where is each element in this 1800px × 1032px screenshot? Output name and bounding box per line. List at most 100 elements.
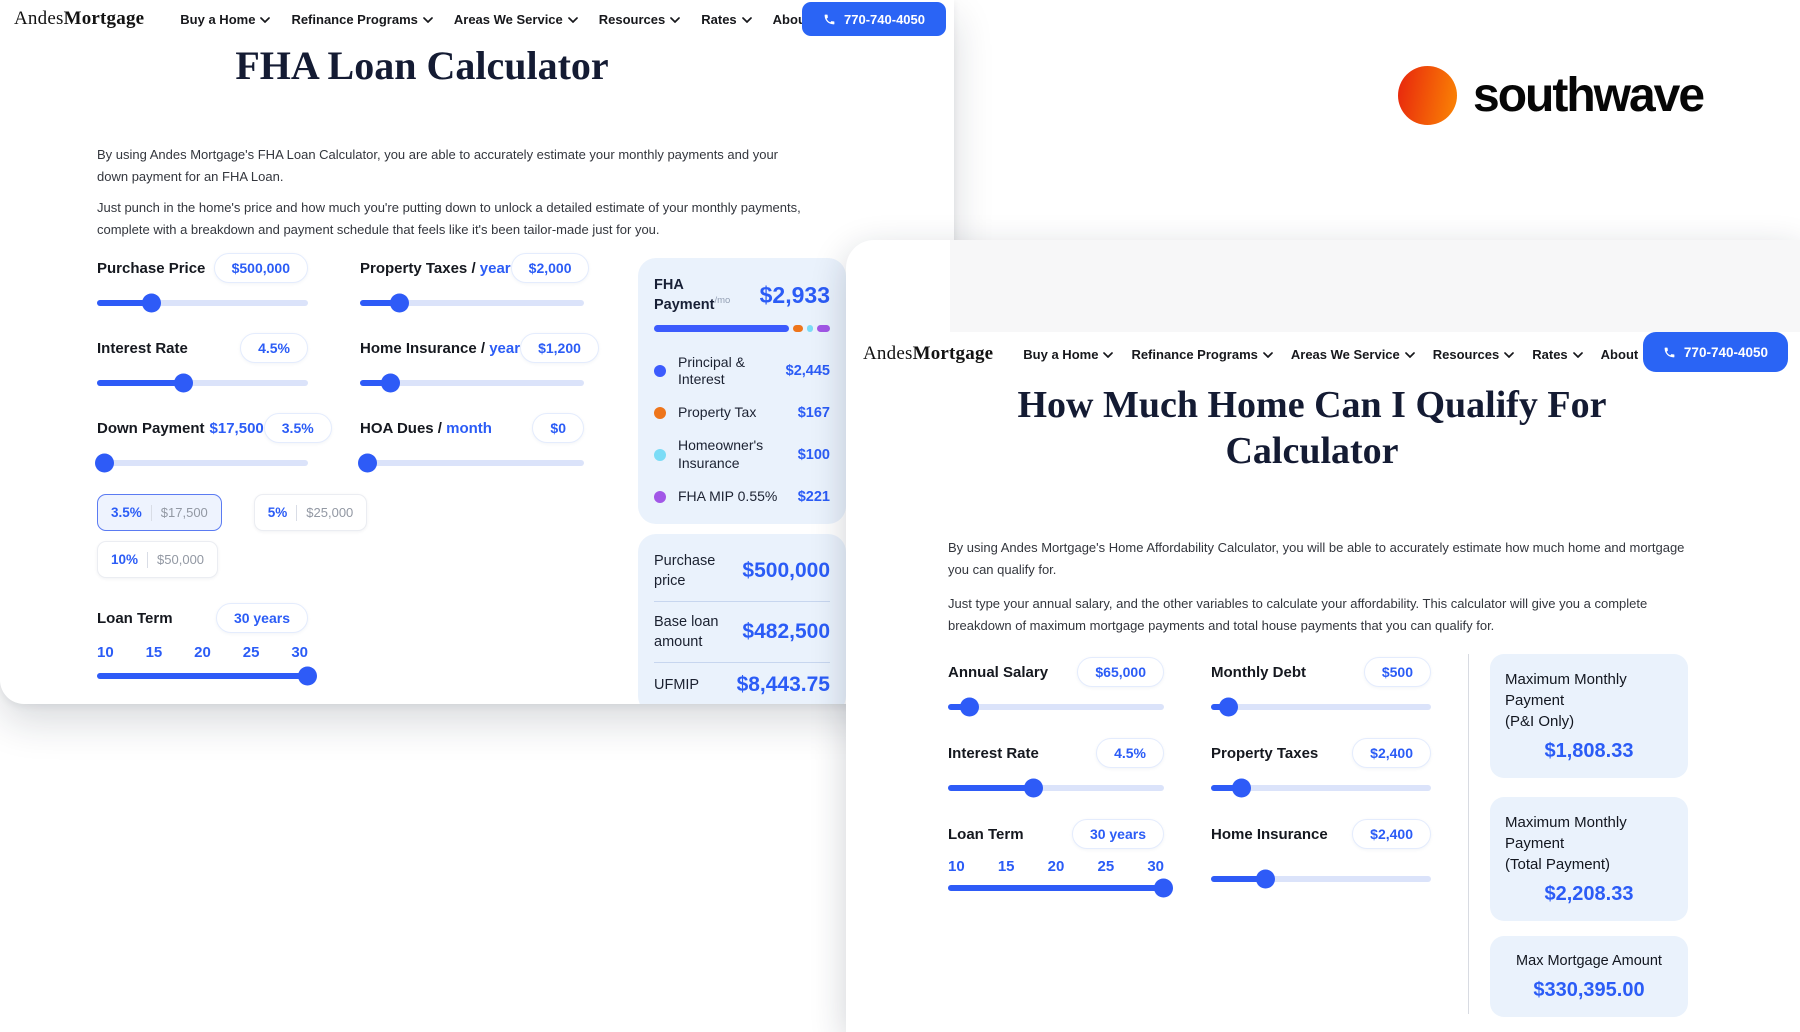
nav-item-rates[interactable]: Rates (1532, 347, 1583, 362)
annual-salary-slider[interactable] (948, 704, 1164, 710)
brand-logo[interactable]: AndesMortgage (863, 343, 994, 364)
page-title: How Much Home Can I Qualify For Calculato… (1017, 384, 1607, 473)
divider (150, 504, 152, 521)
chevron-down-icon (1572, 351, 1583, 358)
preset-5-percent[interactable]: 5% $25,000 (253, 494, 368, 531)
field-hoa-dues: HOA Dues / month $0 (360, 412, 584, 466)
monthly-debt-slider[interactable] (1211, 704, 1431, 710)
loan-term-label: Loan Term (948, 825, 1024, 843)
legend-row-insurance: Homeowner's Insurance $100 (654, 437, 830, 473)
field-annual-salary: Annual Salary $65,000 (948, 656, 1164, 710)
down-payment-amount: $17,500 (209, 419, 264, 437)
interest-rate-value[interactable]: 4.5% (1096, 738, 1164, 768)
phone-button[interactable]: 770-740-4050 (1642, 332, 1788, 372)
chevron-down-icon (670, 16, 681, 23)
chevron-down-icon (1404, 351, 1415, 358)
down-payment-value[interactable]: 3.5% (263, 413, 332, 443)
hoa-dues-value[interactable]: $0 (532, 413, 584, 443)
nav-links: Buy a Home Refinance Programs Areas We S… (1023, 347, 1719, 362)
monthly-debt-value[interactable]: $500 (1363, 657, 1431, 687)
nav-item-areas-we-service[interactable]: Areas We Service (454, 12, 578, 27)
southwave-circle-icon (1398, 66, 1457, 125)
home-insurance-label: Home Insurance / year (360, 339, 521, 357)
form-column-right: Property Taxes / year $2,000 Home Insura… (360, 252, 599, 492)
summary-row-ufmip: UFMIP $8,443.75 (654, 661, 830, 704)
intro-paragraph-1: By using Andes Mortgage's FHA Loan Calcu… (97, 147, 779, 185)
down-payment-slider[interactable] (97, 460, 308, 466)
southwave-logo: southwave (1398, 66, 1705, 125)
interest-rate-label: Interest Rate (948, 744, 1039, 762)
property-taxes-value[interactable]: $2,400 (1352, 738, 1431, 768)
purchase-price-label: Purchase Price (97, 259, 206, 277)
home-insurance-slider[interactable] (360, 380, 584, 386)
page-title: FHA Loan Calculator (235, 43, 609, 88)
property-taxes-value[interactable]: $2,000 (510, 253, 590, 283)
max-mortgage-amount-card: Max Mortgage Amount $330,395.00 (1490, 936, 1688, 1018)
chevron-down-icon (260, 16, 271, 23)
summary-row-base-loan: Base loan amount $482,500 (654, 600, 830, 662)
nav-item-rates[interactable]: Rates (701, 12, 752, 27)
loan-term-slider[interactable] (948, 885, 1164, 891)
southwave-wordmark: southwave (1473, 69, 1705, 122)
bar-segment-principal (654, 324, 790, 332)
interest-rate-label: Interest Rate (97, 339, 188, 357)
phone-icon (1664, 347, 1675, 357)
per-month-suffix: /mo (714, 294, 731, 306)
fha-payment-card: FHA Payment/mo $2,933 Principal & Intere… (638, 258, 846, 524)
brand-logo[interactable]: AndesMortgage (14, 8, 145, 29)
legend-row-mip: FHA MIP 0.55% $221 (654, 488, 830, 506)
loan-term-ticks: 10 15 20 25 30 (97, 644, 308, 661)
chevron-down-icon (1263, 351, 1273, 358)
chevron-down-icon (1103, 351, 1114, 358)
interest-rate-slider[interactable] (97, 380, 308, 386)
preset-3-5-percent[interactable]: 3.5% $17,500 (97, 494, 222, 531)
max-mortgage-amount-value: $330,395.00 (1533, 979, 1645, 1002)
loan-term-ticks: 10 15 20 25 30 (948, 858, 1164, 875)
purchase-price-value[interactable]: $500,000 (213, 253, 308, 283)
loan-term-slider[interactable] (97, 673, 308, 679)
nav-item-resources[interactable]: Resources (599, 12, 681, 27)
property-taxes-slider[interactable] (1211, 785, 1431, 791)
field-home-insurance: Home Insurance $2,400 (1211, 818, 1431, 882)
chevron-down-icon (567, 16, 578, 23)
nav-item-areas-we-service[interactable]: Areas We Service (1291, 347, 1415, 362)
intro-paragraph-2: Just punch in the home's price and how m… (97, 200, 801, 238)
payment-breakdown-bar (654, 324, 831, 332)
field-property-taxes: Property Taxes / year $2,000 (360, 252, 590, 306)
intro-paragraph-1: By using Andes Mortgage's Home Affordabi… (948, 540, 1685, 578)
purchase-price-slider[interactable] (97, 300, 308, 306)
fha-calculator-window: AndesMortgage Buy a Home Refinance Progr… (0, 0, 954, 704)
property-taxes-label: Property Taxes / year (360, 259, 511, 277)
home-insurance-value[interactable]: $2,400 (1352, 819, 1431, 849)
property-tax-dot-icon (654, 407, 666, 420)
max-payment-pi-value: $1,808.33 (1544, 740, 1634, 762)
annual-salary-value[interactable]: $65,000 (1077, 657, 1164, 687)
nav-item-resources[interactable]: Resources (1433, 347, 1515, 362)
nav-item-buy-a-home[interactable]: Buy a Home (1023, 347, 1114, 362)
loan-term-value[interactable]: 30 years (1071, 819, 1164, 849)
payment-legend: Principal & Interest $2,445 Property Tax $… (654, 354, 830, 506)
annual-salary-label: Annual Salary (948, 663, 1049, 681)
down-payment-label: Down Payment $17,500 (97, 419, 264, 437)
fha-payment-total: $2,933 (759, 281, 830, 308)
nav-bar: AndesMortgage Buy a Home Refinance Progr… (0, 0, 954, 38)
nav-links: Buy a Home Refinance Programs Areas We S… (180, 12, 894, 27)
property-taxes-slider[interactable] (360, 300, 584, 306)
nav-item-buy-a-home[interactable]: Buy a Home (180, 12, 271, 27)
field-property-taxes: Property Taxes $2,400 (1211, 737, 1431, 791)
down-payment-presets: 3.5% $17,500 5% $25,000 10% $50,000 (97, 494, 437, 578)
home-insurance-value[interactable]: $1,200 (520, 333, 599, 363)
summary-row-purchase-price: Purchase price $500,000 (654, 552, 830, 589)
results-column: FHA Payment/mo $2,933 Principal & Intere… (638, 258, 846, 704)
hoa-dues-slider[interactable] (360, 460, 584, 466)
phone-button[interactable]: 770-740-4050 (802, 2, 946, 36)
loan-term-value[interactable]: 30 years (215, 603, 308, 633)
fha-payment-title: FHA Payment/mo (654, 277, 731, 313)
home-insurance-slider[interactable] (1211, 876, 1431, 882)
preset-10-percent[interactable]: 10% $50,000 (97, 541, 219, 578)
field-interest-rate: Interest Rate 4.5% (948, 737, 1164, 791)
nav-item-refinance-programs[interactable]: Refinance Programs (291, 12, 433, 27)
interest-rate-value[interactable]: 4.5% (240, 333, 308, 363)
interest-rate-slider[interactable] (948, 785, 1164, 791)
nav-item-refinance-programs[interactable]: Refinance Programs (1131, 347, 1273, 362)
